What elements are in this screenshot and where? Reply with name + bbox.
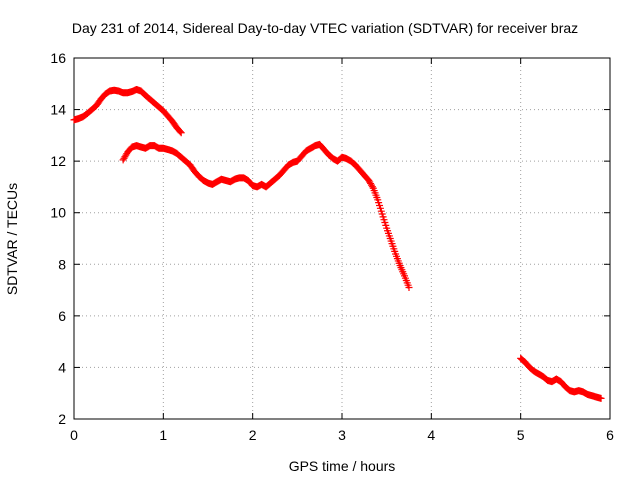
y-tick-label: 12 [50,153,66,169]
y-axis-label: SDTVAR / TECUs [4,183,20,295]
data-point [177,129,185,137]
x-tick-label: 6 [606,427,614,443]
x-tick-label: 5 [517,427,525,443]
x-tick-label: 4 [427,427,435,443]
chart-title: Day 231 of 2014, Sidereal Day-to-day VTE… [72,20,578,36]
series-group [70,85,605,402]
series-segment-2 [119,140,413,291]
y-tick-label: 14 [50,102,66,118]
data-point [368,183,376,191]
grid [74,58,610,419]
series-segment-3 [517,354,605,402]
y-tick-label: 4 [58,359,66,375]
x-tick-label: 3 [338,427,346,443]
y-tick-label: 2 [58,411,66,427]
x-tick-label: 0 [70,427,78,443]
x-tick-label: 2 [249,427,257,443]
x-axis-label: GPS time / hours [289,458,396,474]
series-segment-1 [70,85,185,137]
y-tick-label: 10 [50,205,66,221]
data-point [597,394,605,402]
y-tick-label: 16 [50,50,66,66]
y-tick-label: 6 [58,308,66,324]
data-point [176,128,184,136]
data-point [405,283,413,291]
x-tick-label: 1 [159,427,167,443]
y-tick-label: 8 [58,256,66,272]
